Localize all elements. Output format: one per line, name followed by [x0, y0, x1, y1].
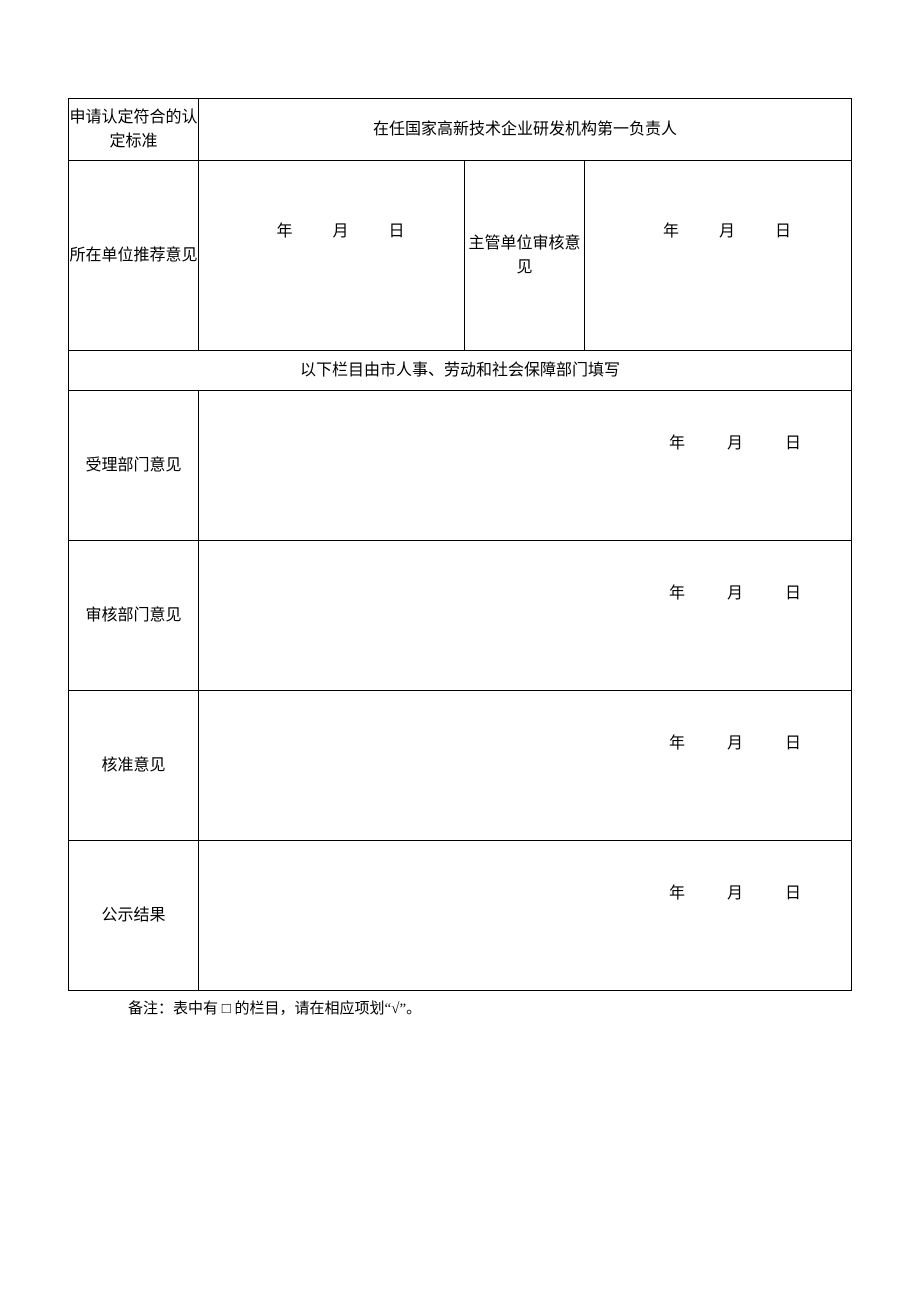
public-year: 年 [669, 882, 685, 906]
approve-cell: 年 月 日 [199, 691, 852, 841]
sup-rec-day: 日 [775, 220, 791, 244]
sup-rec-month: 月 [719, 220, 735, 244]
sup-rec-cell: 年 月 日 [585, 161, 852, 351]
approve-month: 月 [727, 732, 743, 756]
unit-rec-day: 日 [389, 220, 405, 244]
unit-rec-month: 月 [332, 220, 348, 244]
review-year: 年 [669, 582, 685, 606]
form-page: 申请认定符合的认定标准 在任国家高新技术企业研发机构第一负责人 所在单位推荐意见… [0, 0, 920, 1018]
review-cell: 年 月 日 [199, 541, 852, 691]
row-section-header: 以下栏目由市人事、劳动和社会保障部门填写 [69, 351, 852, 391]
form-table: 申请认定符合的认定标准 在任国家高新技术企业研发机构第一负责人 所在单位推荐意见… [68, 98, 852, 991]
accept-label: 受理部门意见 [69, 391, 199, 541]
unit-rec-year: 年 [276, 220, 292, 244]
accept-cell: 年 月 日 [199, 391, 852, 541]
standard-label: 申请认定符合的认定标准 [69, 99, 199, 161]
approve-day: 日 [785, 732, 801, 756]
unit-rec-date: 年 月 日 [199, 220, 464, 244]
accept-day: 日 [785, 432, 801, 456]
sup-rec-date: 年 月 日 [585, 220, 851, 244]
public-month: 月 [727, 882, 743, 906]
public-label: 公示结果 [69, 841, 199, 991]
footnote: 备注：表中有 □ 的栏目，请在相应项划“√”。 [128, 997, 852, 1018]
approve-date: 年 月 日 [669, 732, 835, 756]
approve-label: 核准意见 [69, 691, 199, 841]
sup-rec-year: 年 [663, 220, 679, 244]
standard-value: 在任国家高新技术企业研发机构第一负责人 [199, 99, 852, 161]
sup-rec-label: 主管单位审核意见 [465, 161, 585, 351]
row-public: 公示结果 年 月 日 [69, 841, 852, 991]
row-accept: 受理部门意见 年 月 日 [69, 391, 852, 541]
approve-year: 年 [669, 732, 685, 756]
row-review: 审核部门意见 年 月 日 [69, 541, 852, 691]
unit-rec-label: 所在单位推荐意见 [69, 161, 199, 351]
review-day: 日 [785, 582, 801, 606]
public-day: 日 [785, 882, 801, 906]
row-standard: 申请认定符合的认定标准 在任国家高新技术企业研发机构第一负责人 [69, 99, 852, 161]
review-date: 年 月 日 [669, 582, 835, 606]
public-date: 年 月 日 [669, 882, 835, 906]
review-month: 月 [727, 582, 743, 606]
accept-month: 月 [727, 432, 743, 456]
review-label: 审核部门意见 [69, 541, 199, 691]
row-recommend: 所在单位推荐意见 年 月 日 主管单位审核意见 年 月 日 [69, 161, 852, 351]
public-cell: 年 月 日 [199, 841, 852, 991]
accept-year: 年 [669, 432, 685, 456]
row-approve: 核准意见 年 月 日 [69, 691, 852, 841]
section-header: 以下栏目由市人事、劳动和社会保障部门填写 [69, 351, 852, 391]
unit-rec-cell: 年 月 日 [199, 161, 465, 351]
accept-date: 年 月 日 [669, 432, 835, 456]
